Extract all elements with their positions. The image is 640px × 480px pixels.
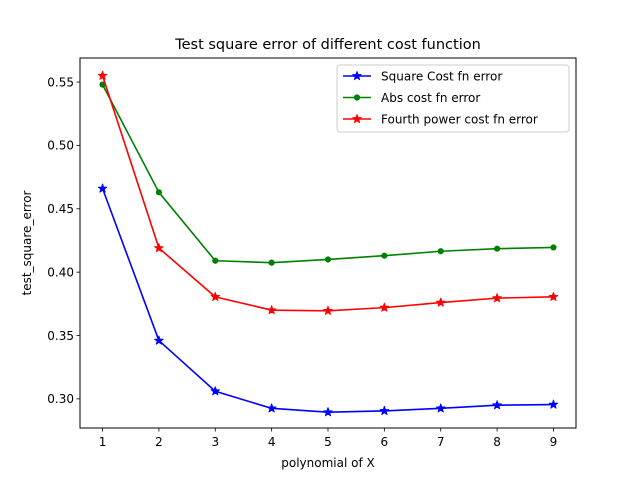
legend-marker — [353, 94, 361, 101]
legend-marker — [352, 114, 362, 124]
series-1 — [97, 183, 559, 417]
legend-item: Abs cost fn error — [343, 91, 480, 105]
series-1-point — [492, 400, 502, 410]
series-2-point — [268, 259, 275, 266]
series-2-point — [324, 256, 332, 263]
legend-item: Square Cost fn error — [343, 69, 502, 83]
legend-label: Square Cost fn error — [381, 69, 502, 83]
x-tick-label: 3 — [211, 435, 219, 449]
series-3-point — [492, 293, 502, 303]
series-3 — [97, 70, 559, 315]
series-3-point — [323, 305, 333, 315]
series-2-point — [155, 189, 163, 196]
x-tick-label: 4 — [268, 435, 276, 449]
series-1-point — [266, 403, 277, 413]
series-2 — [99, 81, 557, 266]
x-tick-label: 1 — [99, 435, 107, 449]
x-axis-label: polynomial of X — [281, 456, 374, 470]
x-tick-label: 5 — [324, 435, 332, 449]
y-tick-label: 0.35 — [47, 329, 74, 343]
y-axis-label: test_square_error — [20, 190, 34, 295]
series-1-point — [154, 335, 164, 345]
series-layer — [97, 70, 559, 417]
y-tick-label: 0.55 — [47, 75, 74, 89]
axes-layer: 1 2 3 4 5 6 7 8 9 0.30 0.35 0.40 0.45 0.50 0.55 — [47, 57, 577, 449]
series-3-point — [266, 305, 277, 315]
series-1-point — [210, 386, 221, 396]
series-1-point — [97, 183, 108, 193]
y-tick-label: 0.30 — [47, 392, 74, 406]
series-2-point — [381, 252, 388, 259]
chart-title: Test square error of different cost func… — [174, 37, 481, 53]
series-3-point — [210, 291, 221, 301]
legend-marker — [352, 71, 362, 81]
series-3-point — [154, 243, 164, 253]
series-3-point — [379, 302, 390, 312]
series-1-point — [323, 407, 333, 417]
x-tick-label: 7 — [437, 435, 445, 449]
x-tick-label: 2 — [155, 435, 163, 449]
series-3-point — [97, 70, 108, 80]
series-3-point — [548, 291, 559, 301]
x-tick-label: 6 — [381, 435, 389, 449]
x-tick-label: 8 — [493, 435, 501, 449]
series-3-point — [435, 297, 446, 307]
legend-box — [336, 64, 570, 133]
legend-label: Abs cost fn error — [381, 91, 480, 105]
y-tick-label: 0.45 — [47, 202, 74, 216]
series-2-point — [437, 248, 444, 255]
series-1-point — [435, 403, 446, 413]
legend-label: Fourth power cost fn error — [381, 112, 538, 126]
legend-item: Fourth power cost fn error — [343, 112, 538, 126]
series-2-point — [493, 245, 501, 252]
y-tick-label: 0.50 — [47, 139, 74, 153]
series-2-point — [212, 257, 219, 264]
series-2-point — [550, 244, 557, 251]
series-1-point — [548, 399, 559, 409]
y-tick-label: 0.40 — [47, 265, 74, 279]
x-tick-label: 9 — [550, 435, 558, 449]
series-1-point — [379, 405, 390, 416]
legend: Square Cost fn error Abs cost fn error Fou… — [336, 64, 570, 133]
